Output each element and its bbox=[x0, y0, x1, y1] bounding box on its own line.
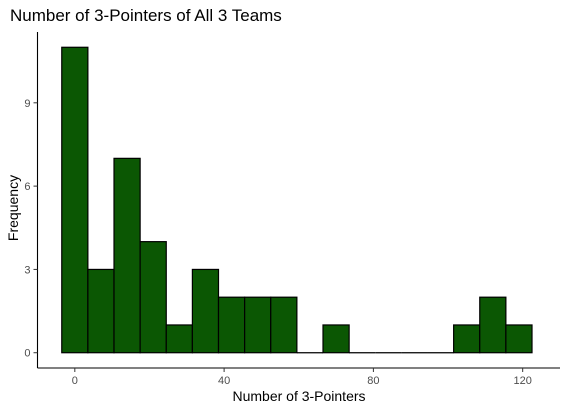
histogram-bar bbox=[61, 46, 89, 354]
y-axis-title: Frequency bbox=[5, 175, 21, 241]
histogram-bar bbox=[453, 324, 481, 354]
histogram-bar bbox=[139, 241, 167, 354]
x-axis-ticks: 0 40 80 120 bbox=[72, 368, 532, 387]
x-tick-label: 0 bbox=[72, 375, 78, 387]
histogram-bar bbox=[505, 324, 533, 354]
histogram-bar bbox=[191, 268, 220, 354]
x-tick-label: 80 bbox=[367, 375, 379, 387]
histogram-bars bbox=[61, 46, 533, 354]
y-tick-label: 6 bbox=[24, 181, 30, 193]
histogram-bar bbox=[270, 296, 298, 354]
histogram-bar bbox=[87, 268, 115, 354]
y-tick-label: 3 bbox=[24, 264, 30, 276]
y-tick-label: 9 bbox=[24, 98, 30, 110]
x-tick-label: 40 bbox=[218, 375, 230, 387]
histogram-bar bbox=[217, 296, 246, 354]
histogram-bar bbox=[165, 324, 193, 354]
x-tick-label: 120 bbox=[513, 375, 531, 387]
chart-title: Number of 3-Pointers of All 3 Teams bbox=[10, 6, 282, 25]
histogram-bar bbox=[113, 157, 141, 354]
y-axis-ticks: 0 3 6 9 bbox=[24, 98, 38, 360]
histogram-bar bbox=[479, 296, 507, 354]
histogram-bar bbox=[322, 324, 350, 354]
histogram-bar bbox=[244, 296, 272, 354]
x-axis-title: Number of 3-Pointers bbox=[232, 388, 365, 404]
y-tick-label: 0 bbox=[24, 348, 30, 360]
